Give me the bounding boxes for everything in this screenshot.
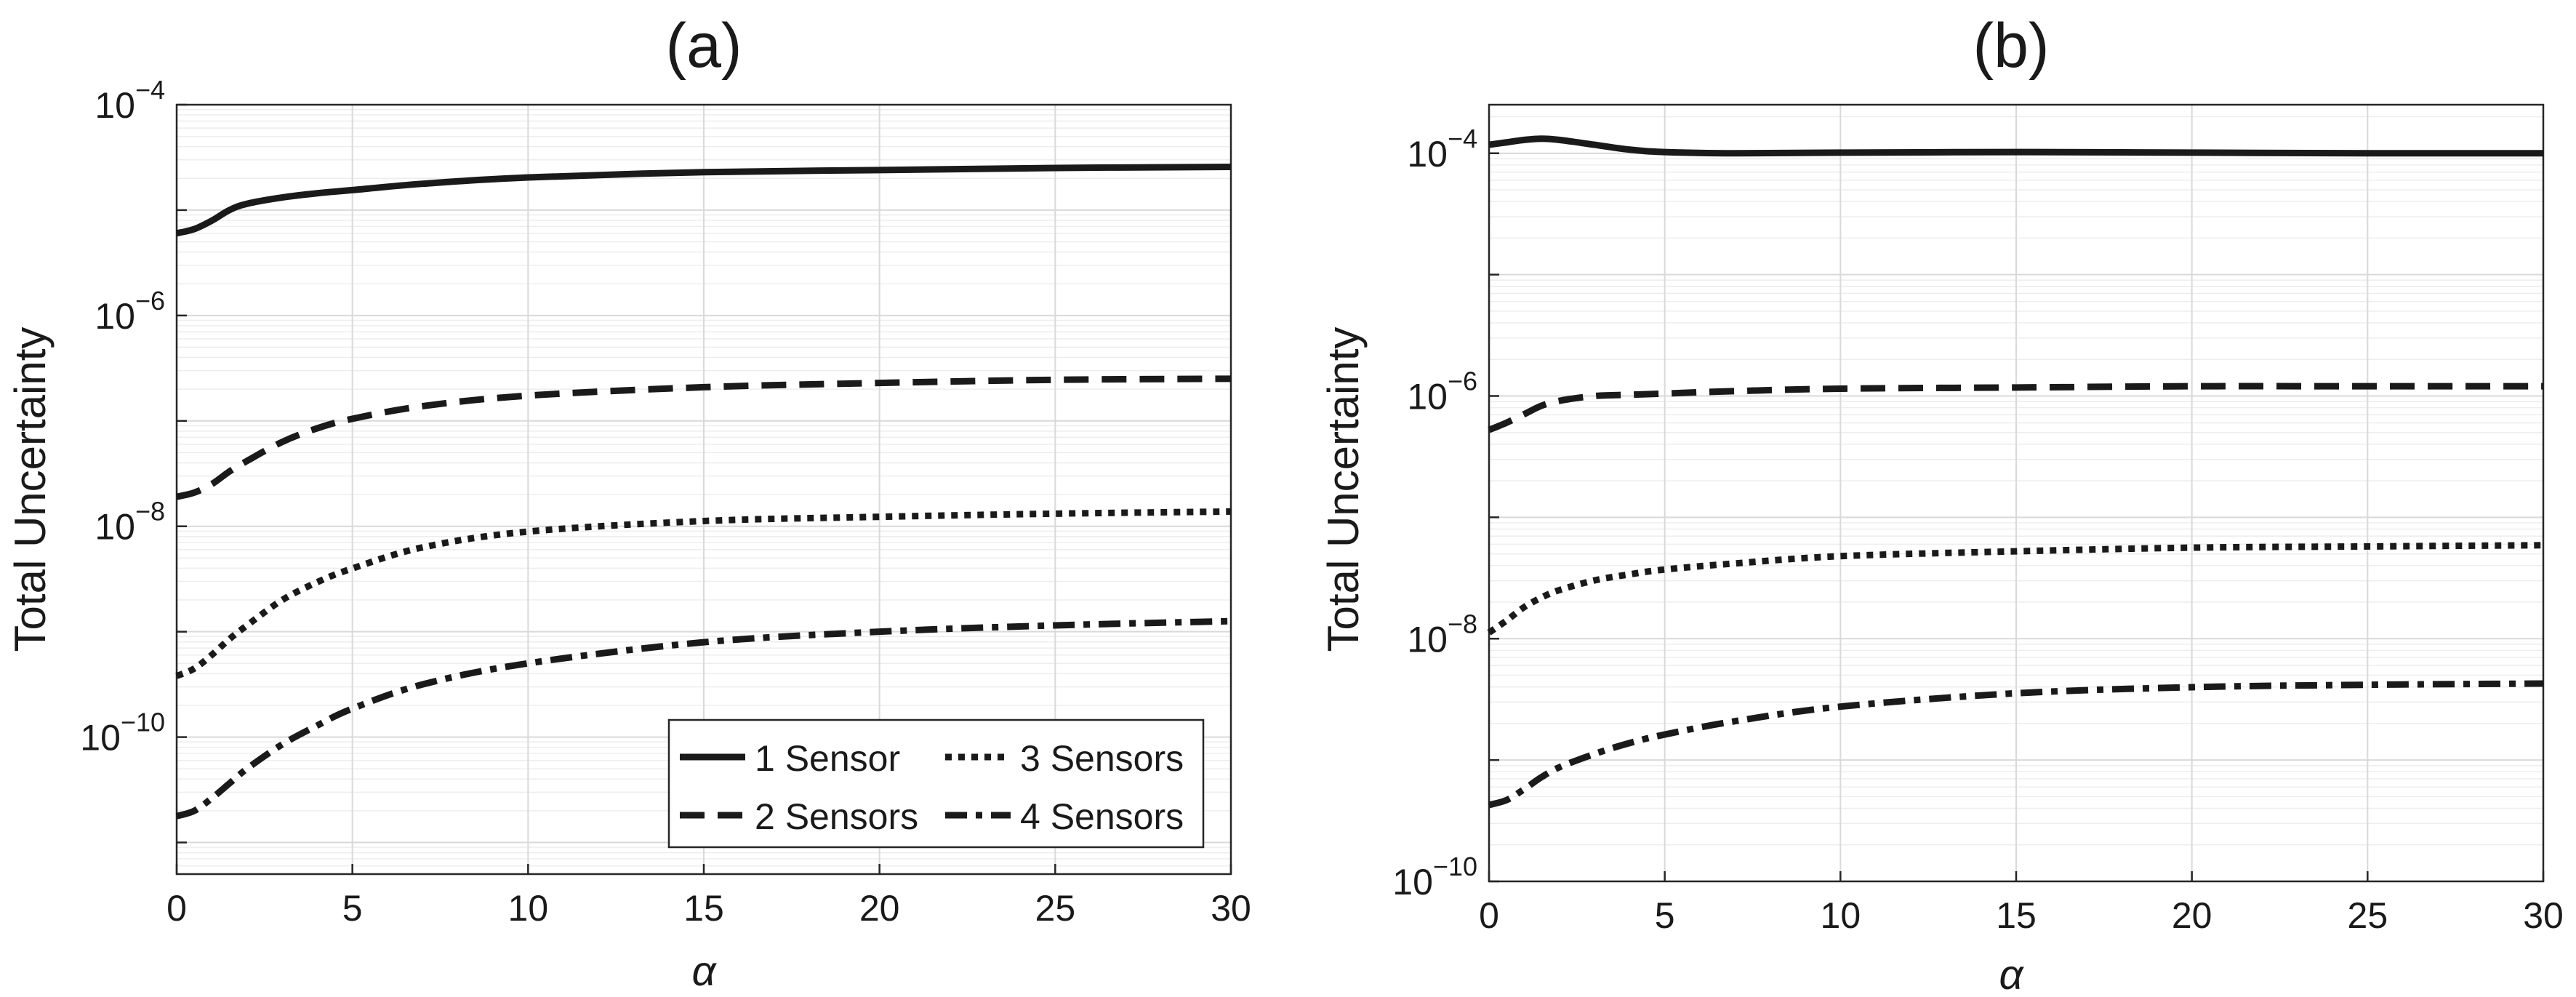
- series-2-sensors: [175, 375, 1232, 500]
- x-tick-label: 0: [166, 888, 187, 929]
- panel-a-ticks: 0 5 10 15 20 25 30 10−10 10−8 10−6 10−4: [80, 75, 1251, 929]
- panel-a-series: [175, 164, 1232, 820]
- y-tick-label: 10−4: [95, 75, 165, 126]
- series-4-sensors: [175, 617, 1232, 820]
- x-tick-label: 10: [508, 888, 549, 929]
- x-tick-label: 30: [2523, 895, 2564, 936]
- series-1-sensor: [1488, 135, 2544, 157]
- panel-a-xlabel: α: [691, 948, 717, 995]
- panel-b-ticks: 0 5 10 15 20 25 30 10−10 10−8 10−6 10−4: [1392, 124, 2564, 936]
- y-tick-label: 10−4: [1407, 124, 1477, 175]
- x-tick-label: 25: [2348, 895, 2388, 936]
- legend-label-1-sensor: 1 Sensor: [755, 738, 900, 779]
- y-tick-label: 10−6: [95, 286, 165, 337]
- panel-b-title: (b): [1973, 11, 2049, 81]
- x-tick-label: 15: [1996, 895, 2037, 936]
- y-tick-label: 10−10: [80, 708, 165, 758]
- x-tick-label: 20: [2172, 895, 2212, 936]
- legend-label-3-sensors: 3 Sensors: [1020, 738, 1184, 779]
- legend-box: [667, 718, 1205, 849]
- legend-label-2-sensors: 2 Sensors: [755, 796, 918, 837]
- y-tick-label: 10−8: [1407, 609, 1477, 660]
- x-tick-label: 5: [342, 888, 363, 929]
- panel-b: 0 5 10 15 20 25 30 10−10 10−8 10−6 10−4 (b) α Tota…: [1319, 11, 2564, 997]
- panel-a-title: (a): [665, 11, 742, 81]
- series-4-sensors: [1488, 680, 2544, 809]
- y-tick-label: 10−8: [95, 497, 165, 548]
- x-tick-label: 15: [683, 888, 724, 929]
- y-tick-label: 10−10: [1392, 852, 1477, 902]
- x-tick-label: 20: [859, 888, 900, 929]
- panel-a: 0 5 10 15 20 25 30 10−10 10−8 10−6 10−4 (a) α Tota…: [6, 11, 1251, 995]
- series-3-sensors: [175, 508, 1232, 679]
- y-tick-label: 10−6: [1407, 367, 1477, 417]
- x-tick-label: 30: [1211, 888, 1251, 929]
- x-tick-label: 10: [1821, 895, 1861, 936]
- series-2-sensors: [1488, 383, 2543, 433]
- x-tick-label: 5: [1655, 895, 1675, 936]
- x-tick-label: 0: [1479, 895, 1499, 936]
- panel-b-xlabel: α: [1999, 951, 2024, 997]
- panel-b-grid: [1488, 105, 2544, 882]
- panel-a-ylabel: Total Uncertainty: [6, 327, 55, 652]
- legend: 1 Sensor 3 Sensors 2 Sensors 4 Sensors: [667, 718, 1205, 849]
- panel-b-series: [1487, 135, 2544, 809]
- panel-b-ylabel: Total Uncertainty: [1319, 327, 1368, 652]
- legend-label-4-sensors: 4 Sensors: [1020, 796, 1184, 837]
- x-tick-label: 25: [1035, 888, 1076, 929]
- series-1-sensor: [175, 164, 1232, 237]
